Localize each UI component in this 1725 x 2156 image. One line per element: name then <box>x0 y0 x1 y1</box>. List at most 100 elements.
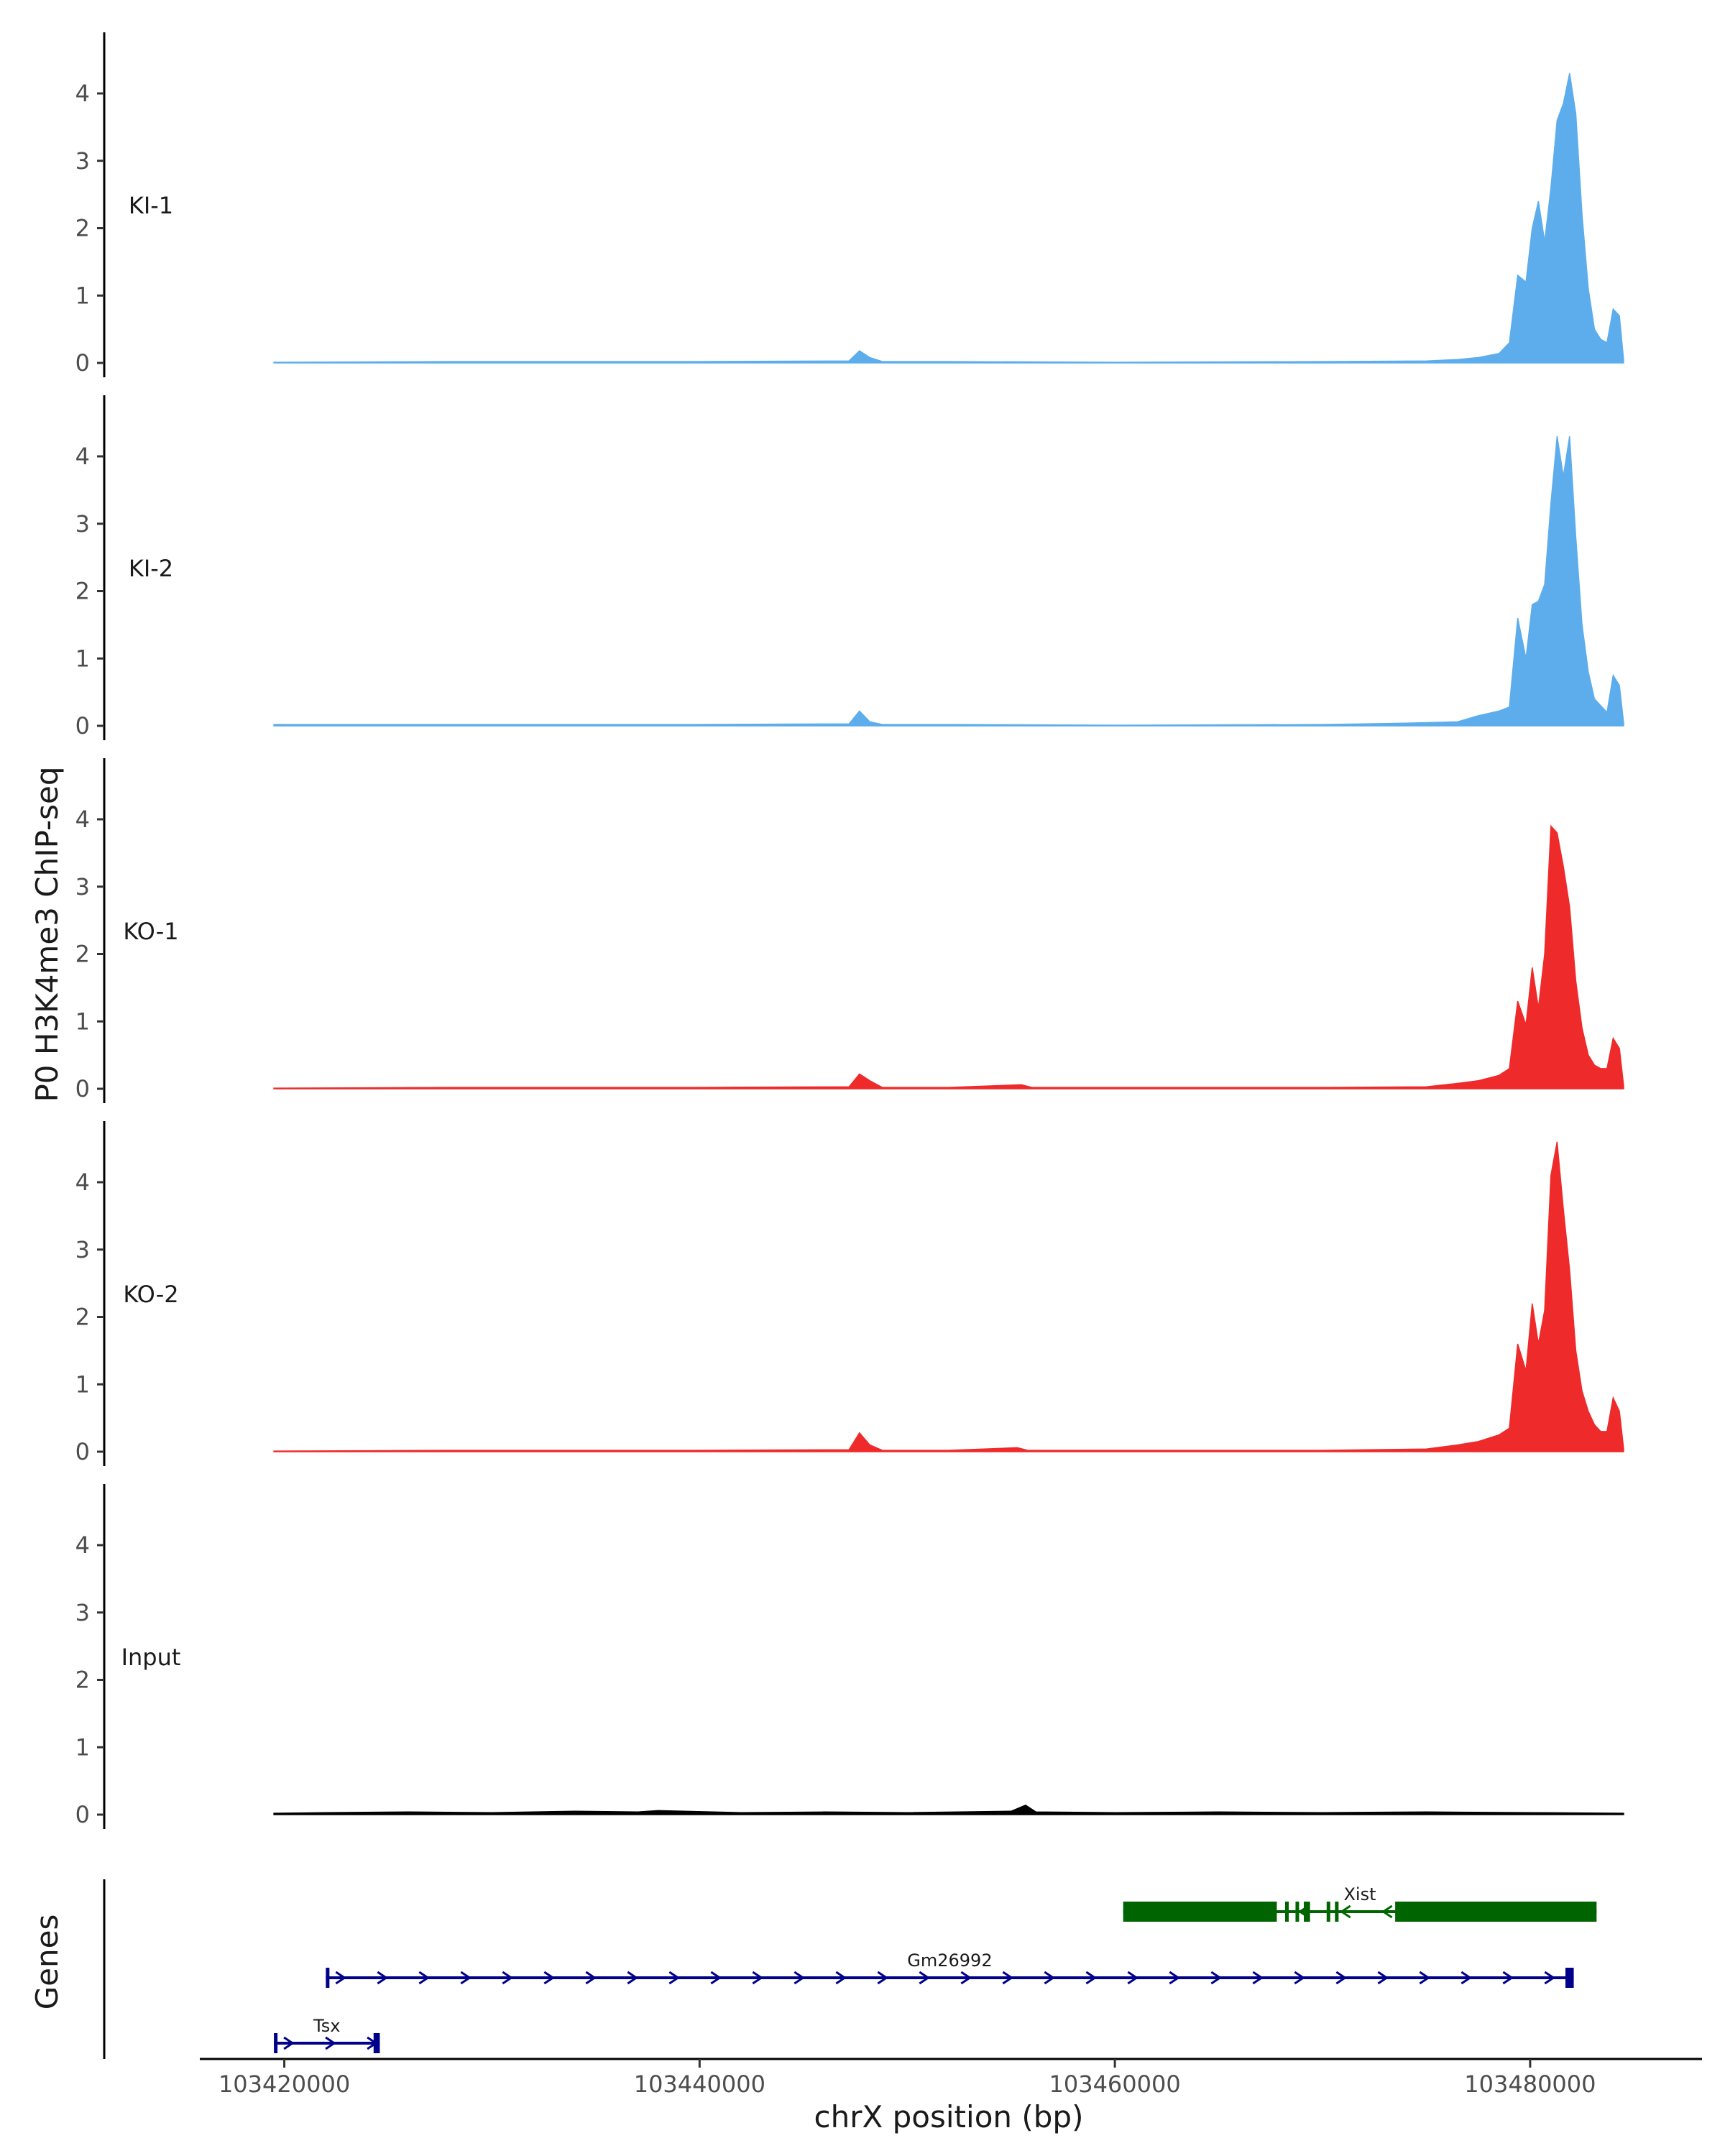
x-tick-label: 103480000 <box>1464 2070 1596 2098</box>
exon-gm26992 <box>326 1968 330 1988</box>
track-input: 0 1 2 3 4 Input <box>75 1484 1624 1829</box>
strand-arrow-gm26992 <box>1502 1971 1514 1985</box>
x-tick-label: 103440000 <box>634 2070 765 2098</box>
exon-xist <box>1335 1902 1339 1922</box>
gene-label-tsx: Tsx <box>313 2016 340 2036</box>
exon-tsx <box>373 2033 380 2053</box>
strand-arrow-gm26992 <box>1544 1971 1556 1985</box>
strand-arrow-gm26992 <box>377 1971 389 1985</box>
signal-area-ki-2 <box>273 436 1624 727</box>
strand-arrow-gm26992 <box>460 1971 472 1985</box>
exon-xist <box>1304 1902 1310 1922</box>
gene-tsx: Tsx <box>274 2016 380 2053</box>
x-tick-label: 103420000 <box>218 2070 350 2098</box>
y-tick-label-ki-2: 2 <box>75 578 90 605</box>
x-tick-label: 103460000 <box>1049 2070 1180 2098</box>
y-tick-label-ki-1: 2 <box>75 215 90 242</box>
y-tick-label-input: 3 <box>75 1599 90 1626</box>
strand-arrow-gm26992 <box>543 1971 556 1985</box>
track-ki-1: 0 1 2 3 4 KI-1 <box>75 32 1624 377</box>
gene-label-xist: Xist <box>1343 1884 1376 1904</box>
gene-gm26992: Gm26992 <box>326 1950 1574 1988</box>
y-tick-label-ko-1: 4 <box>75 806 90 833</box>
y-tick-label-ki-1: 4 <box>75 80 90 107</box>
strand-arrow-gm26992 <box>835 1971 847 1985</box>
y-tick-label-input: 0 <box>75 1801 90 1828</box>
y-tick-label-ko-1: 1 <box>75 1008 90 1035</box>
y-tick-label-ki-2: 3 <box>75 510 90 538</box>
y-tick-label-ki-2: 4 <box>75 443 90 470</box>
strand-arrow-gm26992 <box>1002 1971 1014 1985</box>
strand-arrow-tsx <box>325 2036 336 2050</box>
track-label-ki-2: KI-2 <box>129 555 173 582</box>
strand-arrow-gm26992 <box>1210 1971 1223 1985</box>
exon-xist <box>1123 1902 1277 1922</box>
exon-xist <box>1326 1902 1330 1922</box>
y-tick-label-ki-1: 1 <box>75 282 90 309</box>
y-tick-label-input: 2 <box>75 1667 90 1694</box>
gene-label-gm26992: Gm26992 <box>907 1950 992 1971</box>
strand-arrow-gm26992 <box>960 1971 972 1985</box>
y-tick-label-input: 4 <box>75 1531 90 1559</box>
strand-arrow-gm26992 <box>1460 1971 1473 1985</box>
strand-arrow-gm26992 <box>1377 1971 1389 1985</box>
y-tick-label-ki-1: 0 <box>75 349 90 377</box>
strand-arrow-xist <box>1339 1904 1351 1919</box>
strand-arrow-gm26992 <box>1127 1971 1139 1985</box>
y-tick-label-ki-1: 3 <box>75 147 90 175</box>
strand-arrow-gm26992 <box>1419 1971 1431 1985</box>
signal-area-ko-2 <box>273 1141 1624 1452</box>
y-tick-label-ki-2: 1 <box>75 645 90 672</box>
exon-xist <box>1395 1902 1597 1922</box>
gene-track: Xist Gm26992 Tsx <box>103 1879 1597 2059</box>
strand-arrow-gm26992 <box>1044 1971 1056 1985</box>
strand-arrow-gm26992 <box>1169 1971 1181 1985</box>
y-tick-label-ko-1: 3 <box>75 873 90 900</box>
signal-area-ko-1 <box>273 824 1624 1089</box>
x-axis-title: chrX position (bp) <box>814 2099 1084 2134</box>
strand-arrow-gm26992 <box>668 1971 681 1985</box>
signal-area-ki-1 <box>273 73 1624 364</box>
exon-xist <box>1285 1902 1289 1922</box>
x-axis: 103420000 103440000 103460000 103480000 <box>200 2058 1702 2098</box>
strand-arrow-gm26992 <box>919 1971 931 1985</box>
exon-xist <box>1295 1902 1300 1922</box>
gene-xist: Xist <box>1123 1884 1597 1922</box>
signal-tracks: 0 1 2 3 4 KI-1 0 1 2 3 4 KI-2 0 1 2 3 4 KO-1 0 1 2 3 4 KO-2 0 1 2 3… <box>75 32 1624 1829</box>
y-tick-label-ki-2: 0 <box>75 712 90 740</box>
strand-arrow-gm26992 <box>502 1971 514 1985</box>
y-axis-title: P0 H3K4me3 ChIP-seq <box>29 766 65 1102</box>
strand-arrow-gm26992 <box>627 1971 639 1985</box>
strand-arrow-gm26992 <box>585 1971 597 1985</box>
y-tick-label-ko-1: 0 <box>75 1075 90 1102</box>
strand-arrow-gm26992 <box>710 1971 722 1985</box>
y-tick-label-ko-2: 0 <box>75 1438 90 1465</box>
strand-arrow-gm26992 <box>1335 1971 1348 1985</box>
exon-gm26992 <box>1565 1968 1574 1988</box>
strand-arrow-gm26992 <box>418 1971 431 1985</box>
strand-arrow-tsx <box>283 2036 295 2050</box>
exon-tsx <box>274 2033 278 2053</box>
strand-arrow-gm26992 <box>877 1971 889 1985</box>
track-ko-1: 0 1 2 3 4 KO-1 <box>75 758 1624 1103</box>
y-tick-label-ko-2: 4 <box>75 1169 90 1196</box>
track-label-ko-1: KO-1 <box>123 918 178 945</box>
track-label-input: Input <box>121 1644 181 1671</box>
strand-arrow-gm26992 <box>1085 1971 1098 1985</box>
y-tick-label-ko-2: 3 <box>75 1236 90 1263</box>
strand-arrow-gm26992 <box>1294 1971 1306 1985</box>
track-label-ko-2: KO-2 <box>123 1281 178 1308</box>
genes-axis-title: Genes <box>29 1915 65 2010</box>
y-tick-label-ko-1: 2 <box>75 941 90 968</box>
y-tick-label-ko-2: 1 <box>75 1370 90 1398</box>
strand-arrow-gm26992 <box>335 1971 347 1985</box>
signal-area-input <box>273 1805 1624 1815</box>
strand-arrow-gm26992 <box>752 1971 764 1985</box>
strand-arrow-gm26992 <box>794 1971 806 1985</box>
y-tick-label-input: 1 <box>75 1733 90 1761</box>
strand-arrow-gm26992 <box>1252 1971 1264 1985</box>
track-ko-2: 0 1 2 3 4 KO-2 <box>75 1121 1624 1466</box>
strand-arrow-xist <box>1381 1904 1393 1919</box>
y-tick-label-ko-2: 2 <box>75 1304 90 1331</box>
